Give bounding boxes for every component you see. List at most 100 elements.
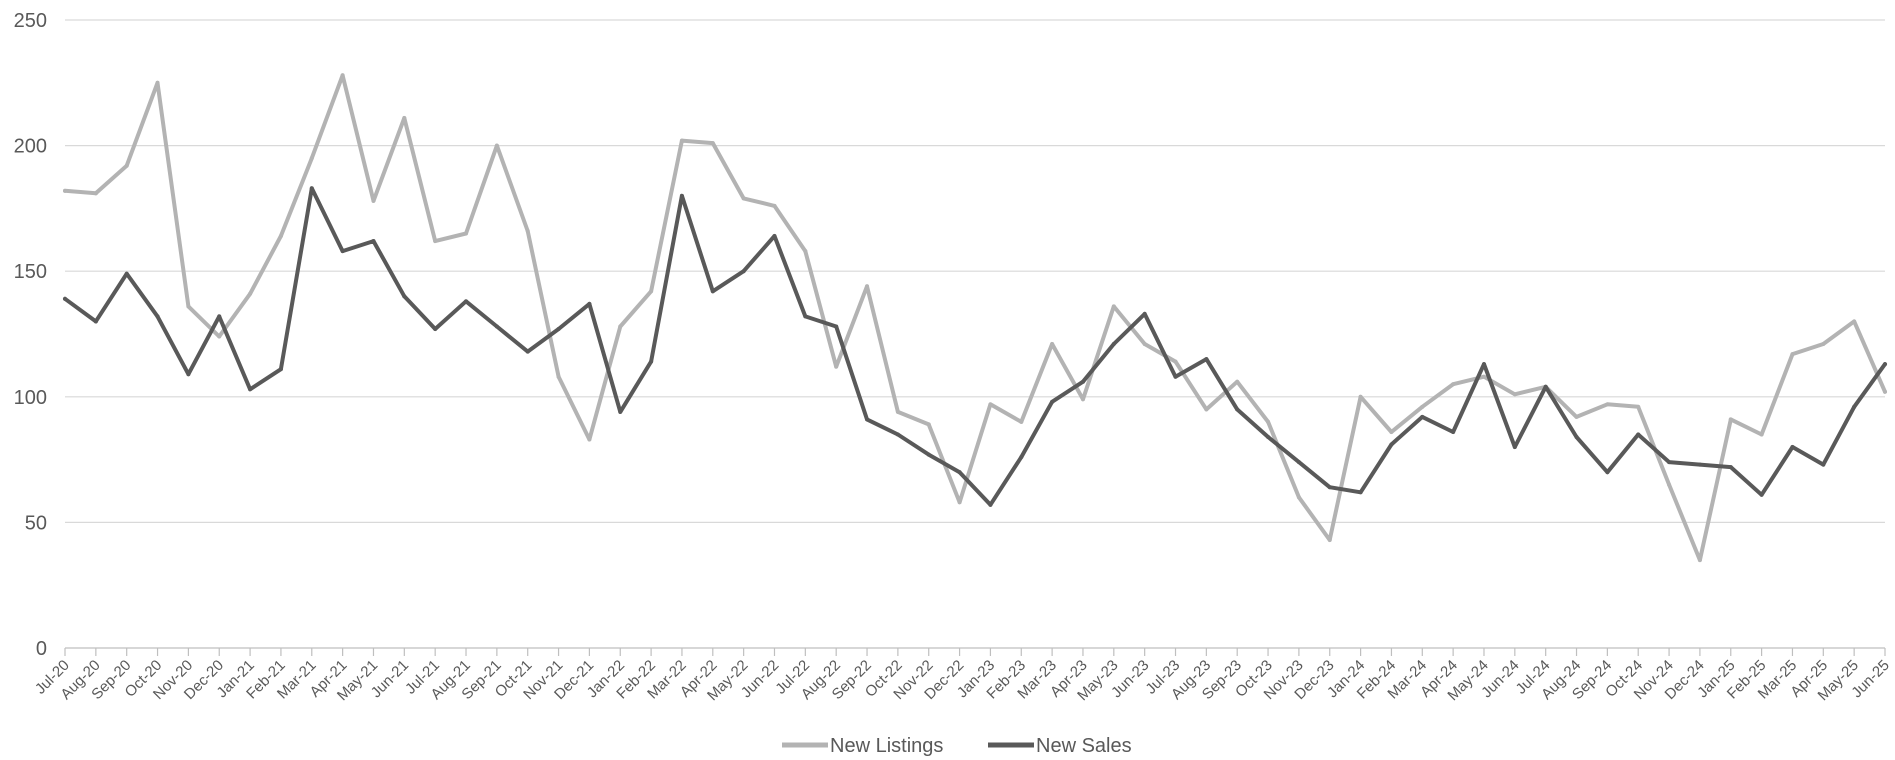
data-point <box>93 319 98 324</box>
data-point <box>556 374 561 379</box>
data-point <box>278 367 283 372</box>
data-point <box>402 294 407 299</box>
data-point <box>494 143 499 148</box>
data-point <box>1327 537 1332 542</box>
data-point <box>926 452 931 457</box>
data-point <box>155 80 160 85</box>
data-point <box>402 115 407 120</box>
data-point <box>1790 352 1795 357</box>
y-tick-label: 150 <box>14 261 47 283</box>
gridlines <box>65 19 1885 649</box>
data-point <box>309 186 314 191</box>
data-point <box>1173 374 1178 379</box>
data-point <box>679 193 684 198</box>
data-point <box>1420 414 1425 419</box>
data-point <box>1451 382 1456 387</box>
data-point <box>186 304 191 309</box>
data-point <box>803 249 808 254</box>
data-point <box>1605 402 1610 407</box>
data-point <box>1697 462 1702 467</box>
data-point <box>1050 399 1055 404</box>
data-point <box>186 372 191 377</box>
data-point <box>1605 470 1610 475</box>
data-point <box>1296 495 1301 500</box>
data-point <box>741 196 746 201</box>
data-point <box>217 314 222 319</box>
data-point <box>1481 362 1486 367</box>
data-point <box>649 289 654 294</box>
data-point <box>1050 342 1055 347</box>
data-point <box>248 291 253 296</box>
data-point <box>1019 455 1024 460</box>
data-point <box>1142 342 1147 347</box>
data-point <box>464 299 469 304</box>
legend-label-new-sales: New Sales <box>1036 735 1132 757</box>
y-tick-label: 50 <box>25 512 47 534</box>
data-point <box>895 432 900 437</box>
data-point <box>1759 432 1764 437</box>
data-point <box>1697 558 1702 563</box>
data-point <box>1420 404 1425 409</box>
data-point <box>63 296 67 301</box>
data-point <box>1451 429 1456 434</box>
data-point <box>1481 374 1486 379</box>
data-point <box>1883 389 1887 394</box>
data-point <box>217 334 222 339</box>
data-point <box>155 314 160 319</box>
data-point <box>1111 342 1116 347</box>
data-point <box>772 234 777 239</box>
data-point <box>1019 419 1024 424</box>
data-point <box>803 314 808 319</box>
data-point <box>556 326 561 331</box>
data-point <box>649 359 654 364</box>
data-point <box>710 141 715 146</box>
data-point <box>1636 432 1641 437</box>
data-point <box>865 417 870 422</box>
data-point <box>587 301 592 306</box>
data-point <box>494 324 499 329</box>
legend: New Listings New Sales <box>782 735 1132 757</box>
data-point <box>1204 407 1209 412</box>
data-point <box>895 409 900 414</box>
data-point <box>525 229 530 234</box>
data-point <box>1883 362 1887 367</box>
data-point <box>957 500 962 505</box>
data-point <box>926 422 931 427</box>
data-point <box>433 326 438 331</box>
data-point <box>1080 397 1085 402</box>
data-point <box>618 409 623 414</box>
data-point <box>371 198 376 203</box>
x-axis-ticks: Jul-20Aug-20Sep-20Oct-20Nov-20Dec-20Jan-… <box>32 648 1893 704</box>
data-point <box>988 402 993 407</box>
data-point <box>1543 384 1548 389</box>
data-point <box>1574 434 1579 439</box>
data-point <box>1327 485 1332 490</box>
data-point <box>1080 379 1085 384</box>
data-point <box>1142 311 1147 316</box>
data-point <box>772 203 777 208</box>
series-points-new-sales <box>63 186 1887 507</box>
data-point <box>1389 442 1394 447</box>
series-lines <box>63 73 1887 563</box>
data-point <box>371 239 376 244</box>
data-point <box>865 284 870 289</box>
data-point <box>834 364 839 369</box>
y-tick-label: 100 <box>14 387 47 409</box>
data-point <box>278 234 283 239</box>
data-point <box>1636 404 1641 409</box>
y-tick-label: 0 <box>36 638 47 660</box>
legend-label-new-listings: New Listings <box>830 735 943 757</box>
data-point <box>1173 359 1178 364</box>
data-point <box>1235 407 1240 412</box>
series-points-new-listings <box>63 73 1887 563</box>
data-point <box>124 271 129 276</box>
y-tick-label: 250 <box>14 10 47 32</box>
y-axis-ticks: 0 50 100 150 200 250 <box>14 10 47 660</box>
data-point <box>433 239 438 244</box>
data-point <box>1821 462 1826 467</box>
data-point <box>248 387 253 392</box>
data-point <box>1204 357 1209 362</box>
data-point <box>124 163 129 168</box>
data-point <box>1266 434 1271 439</box>
